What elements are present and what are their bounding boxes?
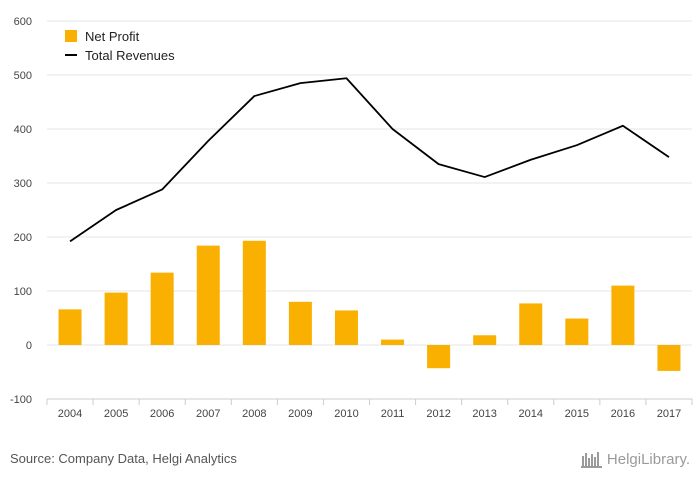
bar-net-profit <box>473 335 497 345</box>
source-note: Source: Company Data, Helgi Analytics <box>10 451 237 466</box>
bar-net-profit <box>288 301 312 345</box>
bar-net-profit <box>58 309 82 345</box>
bar-net-profit <box>657 345 681 371</box>
x-tick-label: 2007 <box>196 408 220 420</box>
bar-net-profit <box>196 245 220 345</box>
x-tick-label: 2013 <box>472 408 496 420</box>
grid-lines <box>47 20 692 400</box>
y-tick-label: 100 <box>14 286 32 298</box>
legend-label-net-profit: Net Profit <box>85 29 140 44</box>
bar-net-profit <box>381 339 405 345</box>
bar-net-profit <box>150 272 174 345</box>
bar-net-profit <box>242 240 266 345</box>
legend: Net Profit Total Revenues <box>65 29 175 63</box>
x-axis-ticks: 2004 2005 2006 2007 2008 2009 2010 2011 2012 2013… <box>46 399 693 420</box>
bar-net-profit <box>104 292 128 345</box>
library-icon <box>580 452 602 468</box>
line-total-revenues <box>69 77 670 243</box>
y-tick-label: 600 <box>14 16 32 28</box>
x-tick-label: 2015 <box>565 408 589 420</box>
net-profit-bars <box>58 240 681 371</box>
y-axis-ticks: -100 0 100 200 300 400 500 600 <box>10 16 32 406</box>
x-tick-label: 2012 <box>426 408 450 420</box>
x-tick-label: 2004 <box>58 408 82 420</box>
y-tick-label: 200 <box>14 232 32 244</box>
bar-net-profit <box>334 310 358 345</box>
y-tick-label: 400 <box>14 124 32 136</box>
legend-swatch-net-profit <box>65 30 77 42</box>
x-tick-label: 2009 <box>288 408 312 420</box>
y-tick-label: 500 <box>14 70 32 82</box>
x-tick-label: 2005 <box>104 408 128 420</box>
x-tick-label: 2010 <box>334 408 358 420</box>
x-tick-label: 2016 <box>611 408 635 420</box>
x-tick-label: 2014 <box>519 408 543 420</box>
bar-net-profit <box>427 345 451 369</box>
x-tick-label: 2008 <box>242 408 266 420</box>
bar-net-profit <box>611 285 635 345</box>
bar-net-profit <box>565 318 589 345</box>
legend-label-total-revenues: Total Revenues <box>85 48 175 63</box>
x-tick-label: 2006 <box>150 408 174 420</box>
brand-name: HelgiLibrary. <box>606 450 690 468</box>
total-revenues-line <box>69 77 670 243</box>
y-tick-label: 0 <box>26 340 32 352</box>
brand-logo: HelgiLibrary. <box>580 450 690 468</box>
y-tick-label: -100 <box>10 394 32 406</box>
x-tick-label: 2017 <box>657 408 681 420</box>
bar-net-profit <box>519 303 543 345</box>
x-tick-label: 2011 <box>381 408 405 420</box>
y-tick-label: 300 <box>14 178 32 190</box>
